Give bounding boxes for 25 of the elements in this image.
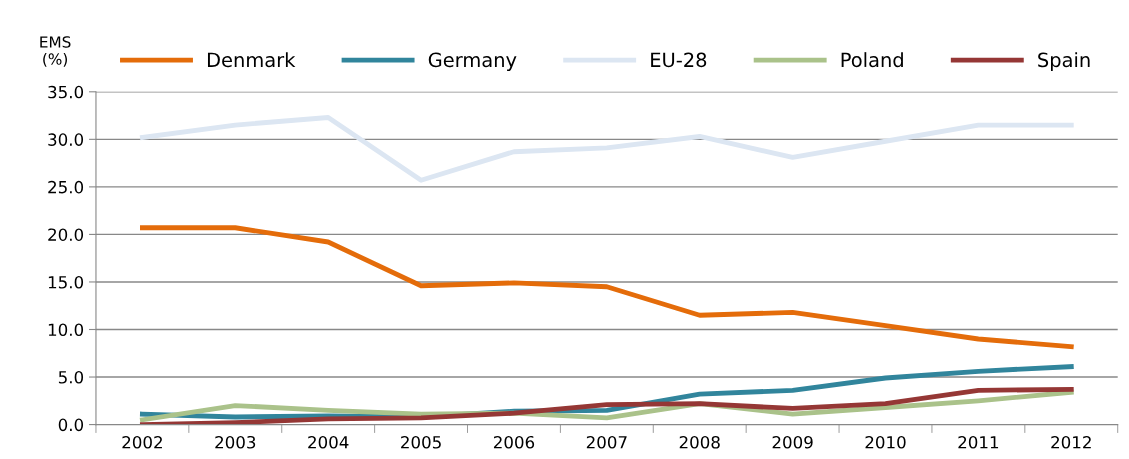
x-tick-label: 2012: [1051, 435, 1091, 449]
y-tick-label: 10.0: [48, 323, 84, 337]
legend-label: Germany: [428, 52, 517, 71]
y-axis-title: EMS (%): [40, 36, 71, 67]
y-tick-label: 35.0: [48, 85, 84, 99]
legend-label: Denmark: [207, 52, 296, 68]
legend-label: Spain: [1038, 52, 1090, 71]
x-tick-label: 2011: [958, 435, 999, 449]
y-tick-label: 15.0: [48, 275, 84, 289]
x-tick-label: 2009: [772, 435, 813, 449]
y-tick-label: 5.0: [58, 371, 84, 384]
x-tick-label: 2005: [401, 435, 441, 449]
y-tick-label: 30.0: [48, 133, 84, 146]
legend-label: EU-28: [651, 52, 707, 68]
x-tick-label: 2010: [865, 435, 906, 449]
legend-label: Poland: [841, 52, 903, 68]
x-tick-label: 2006: [493, 435, 535, 449]
x-tick-label: 2002: [122, 435, 162, 449]
y-tick-label: 20.0: [48, 228, 84, 241]
y-tick-label: 0.0: [58, 418, 84, 432]
x-tick-label: 2003: [215, 435, 256, 449]
x-tick-label: 2004: [308, 435, 349, 449]
y-tick-label: 25.0: [48, 180, 84, 194]
x-tick-label: 2008: [679, 435, 720, 449]
x-tick-label: 2007: [586, 435, 627, 449]
